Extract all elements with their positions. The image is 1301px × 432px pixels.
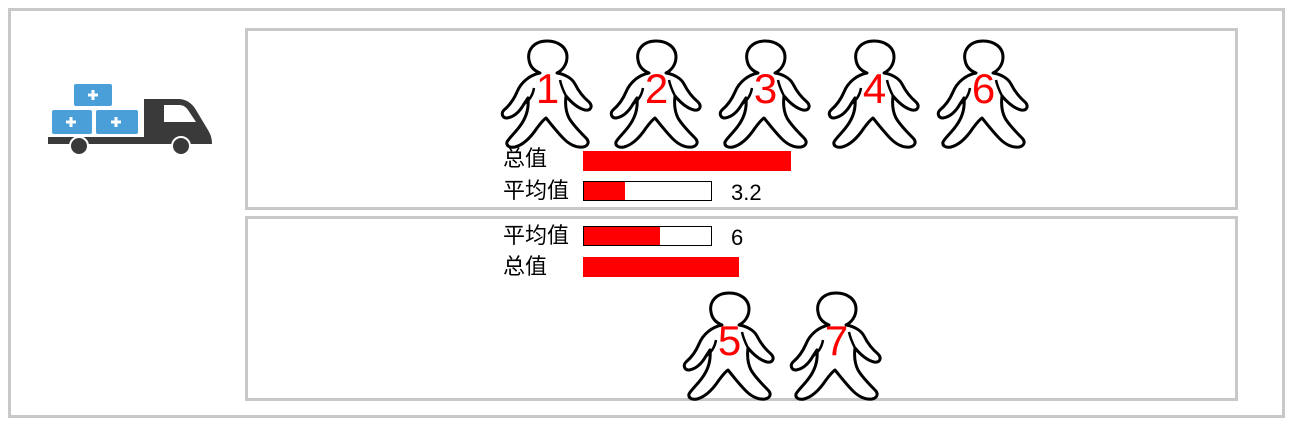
outer-frame (8, 8, 1285, 418)
average-label: 平均值 (503, 179, 570, 204)
person-number: 4 (862, 65, 887, 112)
person-number: 1 (535, 65, 560, 112)
average-bar (583, 181, 712, 201)
person-number: 6 (971, 65, 996, 112)
average-bar (583, 226, 712, 246)
total-label: 总值 (503, 255, 548, 280)
average-value: 6 (731, 225, 744, 250)
average-label: 平均值 (503, 224, 570, 249)
walking-person-icon: 6 (936, 38, 1031, 150)
walking-person-icon: 2 (609, 38, 704, 150)
person-number: 2 (644, 65, 669, 112)
walking-person-icon: 3 (718, 38, 813, 150)
person-number: 5 (717, 317, 742, 364)
walking-person-icon: 1 (500, 38, 595, 150)
total-label: 总值 (503, 147, 548, 172)
average-bar-fill (584, 182, 625, 200)
person-number: 7 (824, 317, 849, 364)
group-panel-bottom (245, 216, 1238, 401)
average-bar-fill (584, 227, 661, 245)
walking-person-icon: 5 (682, 290, 777, 402)
walking-person-icon: 7 (789, 290, 884, 402)
total-bar (583, 151, 791, 171)
group-panel-top (245, 28, 1238, 210)
delivery-truck-icon (48, 84, 212, 156)
total-bar (583, 257, 739, 277)
walking-person-icon: 4 (827, 38, 922, 150)
average-value: 3.2 (731, 180, 762, 205)
person-number: 3 (753, 65, 778, 112)
